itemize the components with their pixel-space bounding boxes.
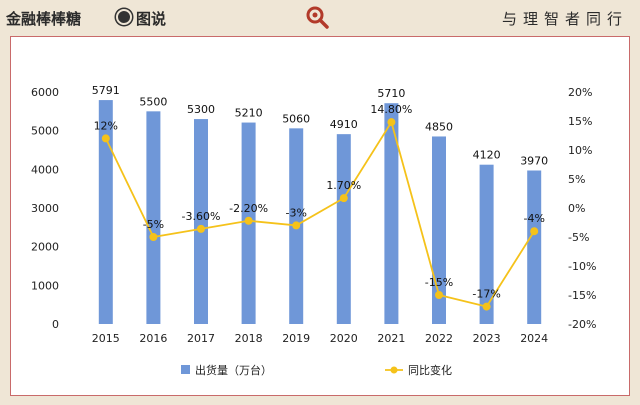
x-tick-label: 2022 xyxy=(425,332,453,345)
header: 金融棒棒糖 图说 与理智者同行 xyxy=(0,0,640,36)
line-value-label: 14.80% xyxy=(370,103,412,116)
y-right-tick-label: 15% xyxy=(568,115,592,128)
y-right-tick-label: -10% xyxy=(568,260,596,273)
line-value-label: -3.60% xyxy=(182,210,221,223)
bar-value-label: 3970 xyxy=(520,154,548,167)
record-icon xyxy=(116,9,132,25)
line-point xyxy=(435,291,443,299)
combo-chart: 0 1000 2000 3000 4000 5000 6000 -20% -15% -10% -5… xyxy=(31,84,596,377)
chart-card: 0 1000 2000 3000 4000 5000 6000 -20% -15% -10% -5… xyxy=(10,36,630,396)
line-value-label: -15% xyxy=(425,276,453,289)
y-left-tick-label: 5000 xyxy=(31,125,59,138)
search-icon xyxy=(306,6,329,29)
slogan: 与理智者同行 xyxy=(501,10,628,28)
bar-value-label: 4850 xyxy=(425,120,453,133)
x-tick-label: 2021 xyxy=(377,332,405,345)
y-left-tick-label: 0 xyxy=(52,318,59,331)
bar-value-label: 5500 xyxy=(139,95,167,108)
bar xyxy=(194,119,208,324)
y-left-tick-label: 4000 xyxy=(31,163,59,176)
y-right-tick-label: -15% xyxy=(568,289,596,302)
line-point xyxy=(530,227,539,236)
bar-series xyxy=(98,100,542,325)
x-tick-label: 2020 xyxy=(330,332,358,345)
line-value-label: -4% xyxy=(523,212,544,225)
brand-name: 金融棒棒糖 xyxy=(6,10,82,28)
x-tick-label: 2018 xyxy=(235,332,263,345)
line-point xyxy=(197,224,205,233)
bar-value-label: 4910 xyxy=(330,118,358,131)
x-tick-label: 2017 xyxy=(187,332,215,345)
bar xyxy=(146,111,161,324)
line-point xyxy=(292,221,301,230)
bar-value-label: 4120 xyxy=(473,149,501,162)
x-tick-label: 2023 xyxy=(473,332,501,345)
x-tick-label: 2019 xyxy=(282,332,310,345)
x-tick-label: 2024 xyxy=(520,332,548,345)
bar xyxy=(336,134,351,324)
legend-swatch-dot xyxy=(390,366,398,374)
bar xyxy=(384,103,399,324)
line-value-label: -5% xyxy=(143,218,164,231)
line-value-label: 12% xyxy=(94,119,118,132)
bar xyxy=(479,164,494,324)
bar-value-label: 5300 xyxy=(187,103,215,116)
line-value-label: -17% xyxy=(472,288,500,301)
x-axis: 2015 2016 2017 2018 2019 2020 2021 2022 2023 2024 xyxy=(92,332,548,345)
legend-label-bar: 出货量（万台） xyxy=(195,363,272,377)
bar-value-label: 5060 xyxy=(282,112,310,125)
y-right-tick-label: 0% xyxy=(568,202,585,215)
y-right-tick-label: -20% xyxy=(568,318,596,331)
x-tick-label: 2016 xyxy=(139,332,167,345)
line-series xyxy=(101,118,539,311)
bar-labels: 5791 5500 5300 5210 5060 4910 5710 4850 4120 3970 xyxy=(92,84,548,167)
bar-value-label: 5791 xyxy=(92,84,120,97)
line-point xyxy=(101,134,110,143)
line-point xyxy=(149,233,158,241)
line-value-label: -3% xyxy=(285,206,306,219)
line-labels: 12% -5% -3.60% -2.20% -3% 1.70% 14.80% -15% -17%… xyxy=(94,103,545,300)
y-right-tick-label: 5% xyxy=(568,173,585,186)
y-left-tick-label: 6000 xyxy=(31,86,59,99)
y-right-tick-label: -5% xyxy=(568,231,589,244)
y-left-tick-label: 2000 xyxy=(31,241,59,254)
y-right-tick-label: 10% xyxy=(568,144,592,157)
line-value-label: 1.70% xyxy=(326,179,361,192)
line-value-label: -2.20% xyxy=(229,202,268,215)
bar xyxy=(527,170,542,324)
legend-swatch-bar xyxy=(181,365,190,374)
y-left-tick-label: 3000 xyxy=(31,202,59,215)
line-point xyxy=(482,302,491,311)
line-point xyxy=(244,216,253,225)
brand-logo: 金融棒棒糖 xyxy=(6,8,81,29)
line-path xyxy=(104,119,535,308)
left-axis: 0 1000 2000 3000 4000 5000 6000 xyxy=(31,86,59,331)
bar-value-label: 5210 xyxy=(235,107,263,120)
x-tick-label: 2015 xyxy=(92,332,120,345)
line-point xyxy=(387,118,396,127)
right-axis: -20% -15% -10% -5% 0% 5% 10% 15% 20% xyxy=(568,86,596,331)
bar-value-label: 5710 xyxy=(377,87,405,100)
legend-label-line: 同比变化 xyxy=(408,363,452,377)
brand-sub: 图说 xyxy=(116,8,166,29)
line-point xyxy=(339,194,348,203)
y-right-tick-label: 20% xyxy=(568,86,592,99)
bar xyxy=(432,136,446,324)
y-left-tick-label: 1000 xyxy=(31,279,59,292)
bar xyxy=(98,100,113,324)
legend: 出货量（万台） 同比变化 xyxy=(181,363,452,377)
brand-sub-label: 图说 xyxy=(136,10,167,28)
